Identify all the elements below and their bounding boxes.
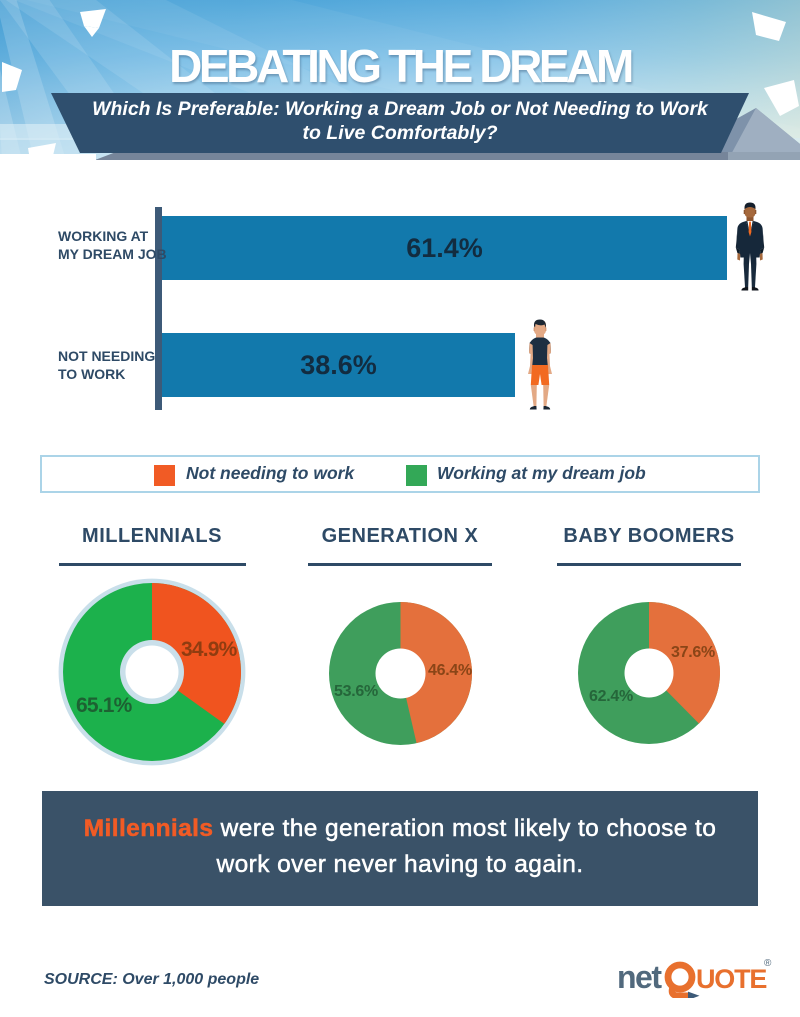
svg-text:®: ® [764, 958, 772, 969]
svg-text:UOTE: UOTE [696, 964, 766, 994]
svg-text:net: net [617, 959, 662, 995]
